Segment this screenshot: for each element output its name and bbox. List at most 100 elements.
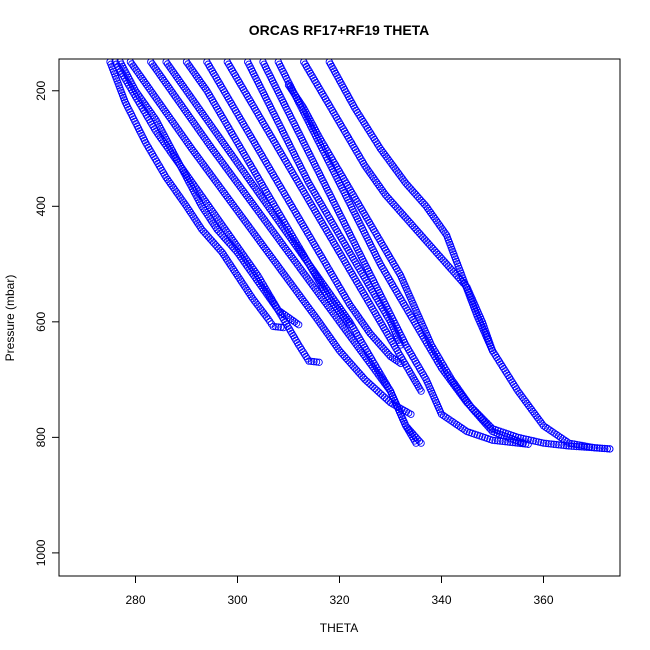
data-point: [419, 233, 427, 241]
data-point: [539, 439, 548, 447]
data-point: [305, 357, 313, 365]
data-point: [211, 241, 220, 249]
data-point: [417, 196, 425, 205]
y-tick-label: 200: [34, 80, 48, 100]
data-point: [386, 196, 395, 205]
data-point: [565, 439, 573, 447]
data-point: [414, 193, 422, 201]
data-point: [422, 237, 430, 245]
data-point: [417, 439, 425, 447]
data-point: [570, 440, 578, 448]
data-point: [383, 348, 391, 357]
data-point: [349, 362, 357, 370]
x-axis-label: THETA: [320, 621, 358, 635]
profile-series: [116, 59, 303, 329]
data-point: [595, 444, 604, 452]
data-point: [296, 343, 304, 351]
data-point: [373, 337, 381, 345]
data-point: [420, 235, 429, 243]
data-point: [220, 233, 228, 241]
data-point: [436, 252, 444, 261]
data-point: [573, 440, 581, 449]
data-point: [425, 241, 434, 249]
data-point: [300, 350, 309, 358]
data-point: [378, 391, 387, 400]
data-point: [408, 372, 416, 380]
data-point: [400, 212, 408, 220]
data-point: [299, 348, 307, 356]
data-point: [519, 439, 527, 447]
data-point: [431, 246, 439, 255]
data-point: [351, 364, 359, 372]
data-point: [204, 233, 213, 241]
data-point: [277, 323, 285, 331]
data-point: [555, 441, 563, 449]
data-point: [448, 266, 456, 274]
data-point: [416, 385, 424, 393]
data-point: [524, 436, 532, 444]
data-point: [550, 440, 558, 448]
x-tick-label: 320: [329, 593, 349, 607]
y-tick-label: 600: [34, 312, 48, 332]
data-point: [380, 345, 388, 353]
data-point: [424, 239, 432, 247]
data-point: [412, 378, 420, 387]
data-point: [412, 191, 420, 199]
x-tick-label: 360: [533, 593, 553, 607]
data-point: [347, 360, 356, 368]
data-point: [409, 374, 418, 382]
data-point: [411, 376, 419, 384]
profile-series: [274, 59, 614, 453]
data-point: [434, 250, 442, 259]
data-point: [532, 437, 540, 446]
data-point: [369, 333, 378, 341]
data-point: [342, 354, 350, 363]
data-point: [410, 189, 418, 197]
data-point: [442, 260, 451, 268]
data-point: [307, 357, 316, 366]
profile-series: [325, 59, 614, 453]
profile-series: [182, 59, 354, 329]
data-point: [295, 321, 303, 329]
data-point: [302, 352, 310, 361]
data-point: [542, 439, 550, 448]
data-point: [413, 380, 421, 389]
data-point: [367, 381, 375, 389]
data-point: [378, 343, 386, 351]
data-point: [346, 321, 354, 329]
y-tick-label: 1000: [34, 539, 48, 566]
data-point: [417, 231, 425, 239]
data-point: [303, 355, 312, 363]
data-point: [272, 323, 280, 331]
data-point: [376, 341, 384, 349]
data-point: [439, 256, 447, 264]
data-point: [402, 214, 410, 222]
data-points: [106, 59, 614, 453]
data-point: [293, 319, 301, 327]
data-point: [552, 440, 560, 449]
data-point: [491, 436, 499, 445]
data-point: [395, 206, 403, 214]
data-point: [407, 370, 415, 378]
data-point: [537, 438, 545, 447]
y-tick-label: 400: [34, 196, 48, 216]
data-point: [585, 443, 594, 451]
data-point: [215, 245, 223, 253]
data-point: [578, 441, 586, 450]
data-point: [398, 210, 407, 218]
data-point: [432, 248, 441, 257]
data-point: [344, 319, 352, 327]
x-tick-label: 340: [431, 593, 451, 607]
data-point: [315, 358, 323, 366]
data-point: [441, 229, 449, 237]
data-point: [415, 229, 424, 237]
data-point: [269, 322, 277, 331]
data-point: [493, 437, 502, 445]
data-point: [339, 350, 347, 359]
data-point: [449, 268, 458, 276]
data-point: [408, 221, 417, 230]
data-point: [365, 379, 373, 387]
data-point: [590, 444, 599, 452]
data-point: [297, 345, 306, 354]
data-point: [380, 393, 389, 402]
